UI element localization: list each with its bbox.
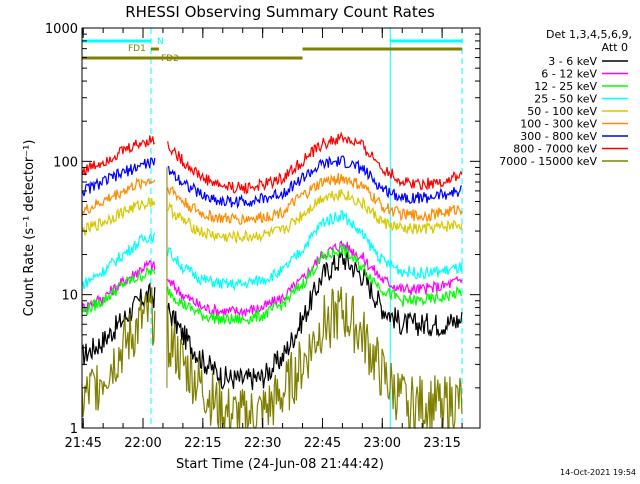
- plot-frame: [81, 27, 481, 429]
- flag-label-fd2: FD2: [161, 54, 179, 64]
- x-tick-label: 21:45: [64, 436, 101, 451]
- x-tick-label: 22:30: [244, 436, 281, 451]
- y-tick-label: 10: [61, 289, 78, 304]
- chart-title: RHESSI Observing Summary Count Rates: [125, 3, 435, 21]
- legend-label: 7000 - 15000 keV: [499, 155, 597, 168]
- legend-label: 3 - 6 keV: [548, 55, 597, 68]
- legend-header-line-1: Det 1,3,4,5,6,9,: [546, 28, 632, 41]
- legend-label: 800 - 7000 keV: [513, 143, 597, 156]
- y-axis-label: Count Rate (s⁻¹ detector⁻¹): [22, 140, 37, 317]
- legend-header-line-2: Att 0: [602, 41, 628, 54]
- legend-label: 12 - 25 keV: [534, 80, 597, 93]
- legend-label: 6 - 12 keV: [541, 68, 597, 81]
- y-tick-label: 100: [53, 155, 78, 170]
- legend-label: 50 - 100 keV: [527, 105, 597, 118]
- axes-layer: 1 10 100 1000 21:45 22:00 22:15 22:30 22:45 23:00…: [45, 22, 481, 451]
- series-line-8: [81, 131, 463, 195]
- flag-label-fd1: FD1: [128, 44, 146, 54]
- series-line-4: [81, 210, 463, 291]
- y-tick-label: 1: [70, 422, 78, 437]
- series-line-3: [81, 243, 463, 325]
- series-line-7: [81, 155, 462, 210]
- x-tick-label: 22:45: [304, 436, 341, 451]
- x-tick-label: 23:15: [423, 436, 460, 451]
- legend-label: 100 - 300 keV: [520, 118, 597, 131]
- x-axis-label: Start Time (24-Jun-08 21:44:42): [176, 457, 384, 472]
- series-line-1: [81, 251, 463, 391]
- series-line-9: [81, 286, 463, 430]
- x-tick-label: 22:00: [124, 436, 161, 451]
- flag-label-n: N: [157, 37, 164, 47]
- y-tick-label: 1000: [45, 22, 78, 37]
- x-tick-label: 23:00: [364, 436, 401, 451]
- series-line-6: [81, 173, 463, 225]
- series-line-5: [81, 188, 463, 245]
- plot-layer: N FD1 FD2: [81, 28, 463, 430]
- x-tick-label: 22:15: [184, 436, 221, 451]
- timestamp: 14-Oct-2021 19:54: [560, 468, 636, 477]
- legend-label: 25 - 50 keV: [534, 93, 597, 106]
- legend-label: 300 - 800 keV: [520, 130, 597, 143]
